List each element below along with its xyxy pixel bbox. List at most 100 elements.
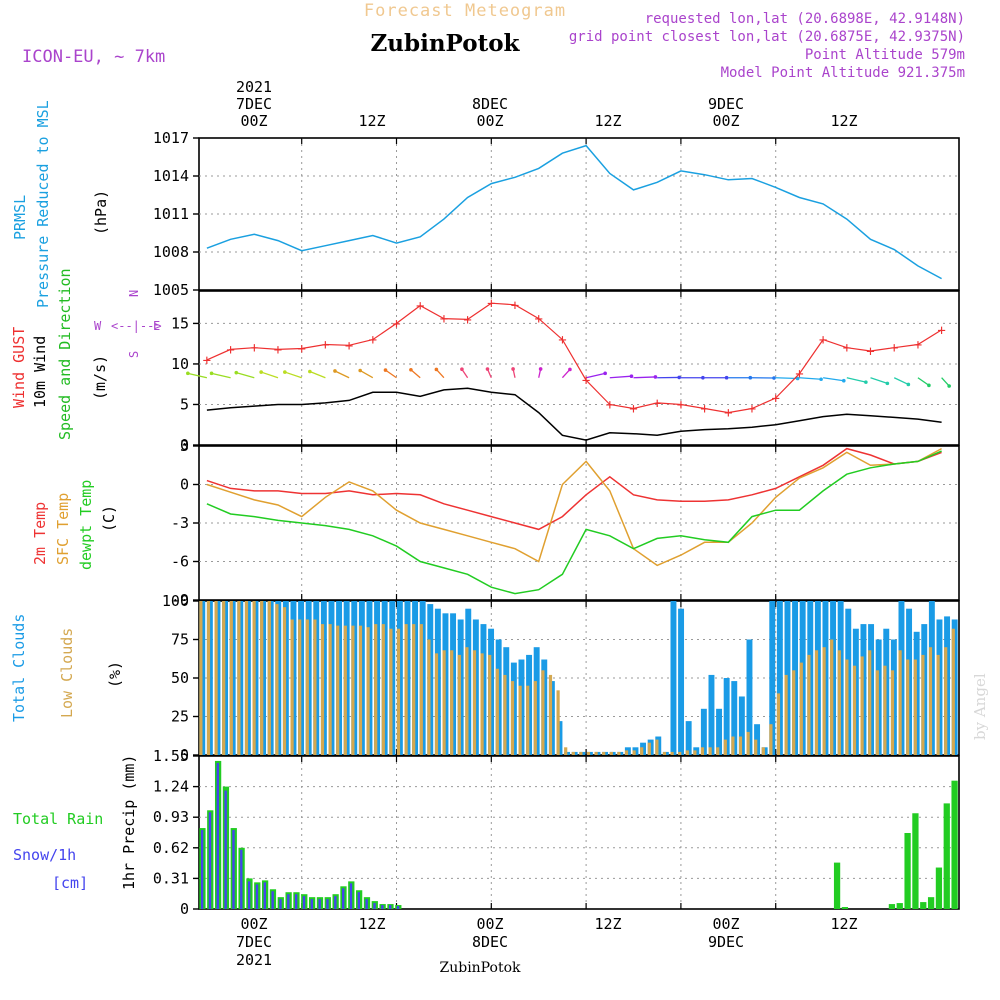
wind-direction-arrow: [846, 377, 867, 383]
gust-marker: +: [582, 373, 590, 389]
low-cloud-bar: [358, 625, 363, 755]
snow-bar: [279, 899, 282, 909]
y-tick-label: 0.62: [153, 839, 189, 857]
low-cloud-bar: [244, 601, 249, 755]
low-cloud-bar: [275, 604, 279, 755]
low-cloud-bar: [237, 601, 241, 755]
gust-marker: +: [677, 397, 685, 413]
low-cloud-bar: [624, 750, 629, 755]
rain-bar: [935, 867, 943, 909]
compass-arrows: <--|-->: [111, 319, 162, 333]
pressure-ylabel: (hPa): [92, 190, 110, 235]
point-altitude: Point Altitude 579m: [805, 47, 965, 63]
gust-marker: +: [819, 333, 827, 349]
y-tick-label: 1.24: [153, 778, 189, 796]
cloud-panel-labels: Total Clouds Low Clouds (%): [10, 614, 124, 722]
low-cloud-bar: [298, 619, 302, 755]
low-cloud-bar: [533, 681, 537, 755]
wind-arrow-head: [603, 371, 607, 376]
wind-direction-arrow: [385, 369, 397, 379]
low-cloud-bar: [807, 654, 811, 755]
low-cloud-bar: [206, 601, 211, 755]
wind-arrow-head: [460, 367, 464, 372]
low-cloud-bar: [222, 601, 226, 755]
low-cloud-bar: [313, 619, 317, 755]
low-cloud-bar: [602, 751, 606, 755]
low-cloud-bar: [260, 601, 264, 755]
bottom-axis-day: 7DEC: [236, 933, 272, 951]
low-cloud-bar: [913, 659, 917, 755]
compass-west: W: [94, 319, 102, 333]
low-cloud-bar: [662, 751, 667, 755]
gust-marker: +: [914, 337, 922, 353]
low-cloud-bar: [488, 654, 492, 755]
panel-frame: [198, 755, 960, 910]
wind-arrow-head: [409, 367, 413, 372]
gust-marker: +: [416, 299, 424, 315]
snow-bar: [373, 903, 376, 909]
low-cloud-bar: [693, 750, 697, 755]
wind-direction-arrow: [284, 371, 302, 379]
top-axis-hour: 12Z: [358, 112, 385, 130]
wind-ylabel: (m/s): [91, 355, 109, 400]
y-tick-label: -3: [171, 514, 189, 532]
rain-bar: [841, 907, 849, 909]
temp-label-2m: 2m Temp: [31, 502, 49, 565]
wind-gust-line: [206, 302, 942, 414]
low-cloud-bar: [427, 639, 431, 755]
snow-bar: [200, 830, 204, 909]
wind-arrow-head: [906, 382, 911, 387]
low-cloud-bar: [685, 750, 689, 755]
low-cloud-bar: [617, 751, 621, 755]
wind-arrow-head: [434, 367, 439, 372]
precip-ylabel: 1hr Precip (mm): [120, 755, 138, 890]
low-cloud-bar: [412, 624, 416, 755]
top-axis-day: 8DEC: [472, 95, 508, 113]
low-cloud-bar: [199, 601, 203, 755]
low-cloud-bar: [799, 662, 803, 755]
low-cloud-bar: [351, 625, 355, 755]
wind-arrow-head: [947, 384, 951, 388]
snow-bar: [224, 790, 227, 909]
y-tick-label: 0: [180, 900, 189, 918]
bottom-axis-year: 2021: [236, 951, 272, 969]
low-cloud-bar: [951, 628, 955, 755]
rain-bar: [896, 903, 903, 909]
wind-arrow-head: [511, 367, 515, 371]
total-cloud-bar: [776, 601, 783, 755]
top-axis-day: 7DEC: [236, 95, 272, 113]
low-cloud-bar: [374, 624, 378, 755]
y-tick-label: 1017: [153, 129, 189, 147]
low-cloud-bar: [396, 628, 401, 755]
low-cloud-bar: [252, 601, 256, 755]
low-cloud-bar: [389, 628, 393, 755]
pressure-label-a: PRMSL: [11, 195, 29, 240]
wind-arrow-head: [383, 368, 388, 372]
total-cloud-bar: [716, 708, 723, 755]
low-cloud-bar: [761, 747, 765, 755]
gust-marker: +: [203, 353, 211, 369]
y-tick-label: 1014: [153, 167, 189, 185]
snow-bar: [396, 906, 400, 909]
wind-label-gust: Wind GUST: [10, 327, 28, 408]
wind-arrow-head: [841, 378, 846, 383]
low-cloud-bar: [381, 624, 385, 755]
wind-arrow-head: [819, 377, 823, 382]
gust-marker: +: [890, 341, 898, 357]
y-tick-label: -6: [171, 553, 189, 571]
top-axis-year: 2021: [236, 78, 272, 96]
wind-direction-arrow: [585, 372, 606, 379]
gust-marker: +: [487, 296, 495, 312]
low-cloud-bar: [518, 685, 522, 755]
wind-direction-arrow: [334, 370, 350, 379]
requested-coords: requested lon,lat (20.6898E, 42.9148N): [645, 11, 965, 27]
snow-bar: [208, 812, 212, 909]
snow-bar: [381, 905, 384, 909]
wind-arrow-head: [795, 376, 800, 381]
total-cloud-bar: [769, 601, 776, 755]
pressure-panel-labels: PRMSL Pressure Reduced to MSL (hPa): [11, 100, 110, 308]
rain-bar: [904, 832, 911, 909]
low-cloud-bar: [419, 624, 423, 755]
temp-ylabel: (C): [100, 505, 118, 532]
